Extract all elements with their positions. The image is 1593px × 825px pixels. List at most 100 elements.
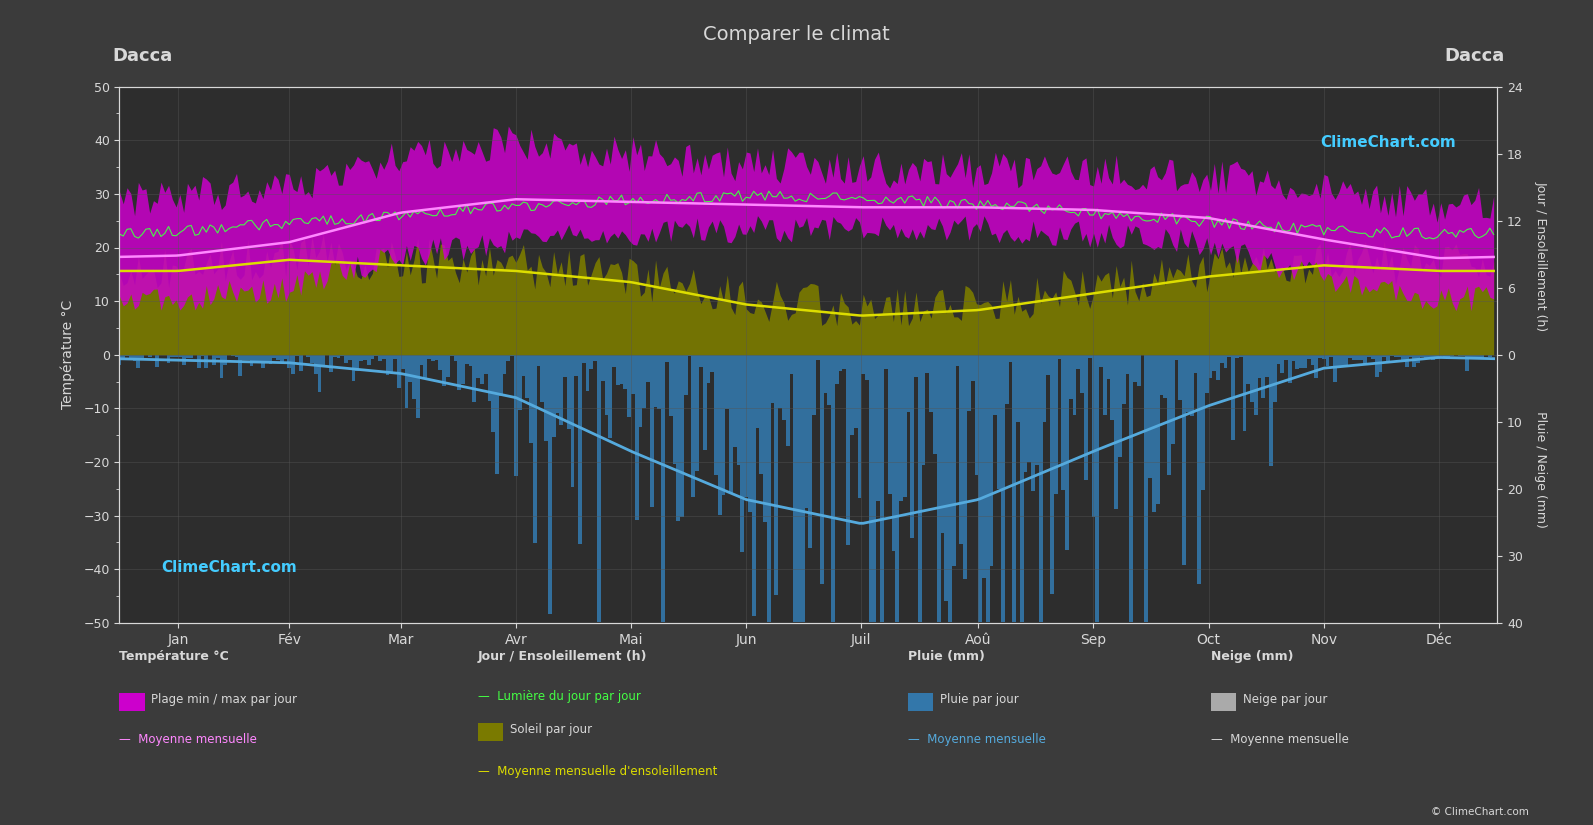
Bar (401, 355, 405, 369)
Bar (1397, 355, 1402, 356)
Text: Pluie (mm): Pluie (mm) (908, 650, 984, 663)
Bar (570, 355, 575, 487)
Bar (540, 355, 545, 402)
Bar (926, 355, 929, 373)
Bar (755, 355, 760, 428)
Bar (567, 355, 570, 429)
Bar (1461, 355, 1466, 356)
Bar (465, 355, 468, 364)
Bar (1204, 355, 1209, 393)
Bar (190, 355, 193, 357)
Bar (1008, 355, 1012, 362)
Bar (699, 355, 703, 367)
Bar (174, 355, 178, 357)
Bar (258, 355, 261, 363)
Bar (989, 355, 994, 566)
Bar (827, 355, 832, 405)
Bar (515, 355, 518, 476)
Bar (677, 355, 680, 521)
Bar (1281, 355, 1284, 373)
Bar (672, 355, 677, 464)
Bar (215, 355, 220, 358)
Text: Plage min / max par jour: Plage min / max par jour (151, 693, 298, 706)
Bar (634, 355, 639, 521)
Bar (479, 355, 484, 384)
Bar (1386, 355, 1389, 361)
Bar (1077, 355, 1080, 370)
Bar (623, 355, 628, 389)
Bar (824, 355, 827, 393)
Bar (1322, 355, 1325, 359)
Bar (714, 355, 718, 475)
Bar (548, 355, 551, 614)
Text: —  Moyenne mensuelle: — Moyenne mensuelle (908, 733, 1047, 746)
Bar (892, 355, 895, 551)
Bar (1050, 355, 1055, 594)
Bar (446, 355, 449, 377)
Bar (857, 355, 862, 498)
Bar (653, 355, 658, 408)
Bar (182, 355, 185, 365)
Bar (605, 355, 609, 415)
Bar (707, 355, 710, 383)
Bar (881, 355, 884, 622)
Bar (1198, 355, 1201, 584)
Bar (126, 355, 129, 356)
Bar (1114, 355, 1118, 509)
Bar (691, 355, 695, 497)
Bar (167, 355, 170, 363)
Bar (1446, 355, 1450, 357)
Bar (140, 355, 143, 357)
Bar (559, 355, 562, 426)
Bar (703, 355, 707, 450)
Bar (975, 355, 978, 475)
Bar (575, 355, 578, 376)
Bar (330, 355, 333, 372)
Bar (903, 355, 906, 497)
Bar (521, 355, 526, 376)
Bar (443, 355, 446, 386)
Bar (851, 355, 854, 435)
Text: Dacca: Dacca (1445, 47, 1504, 65)
Bar (1402, 355, 1405, 360)
Bar (1480, 355, 1485, 358)
Bar (793, 355, 796, 622)
Bar (790, 355, 793, 374)
Bar (1405, 355, 1408, 366)
Text: —  Moyenne mensuelle d'ensoleillement: — Moyenne mensuelle d'ensoleillement (478, 766, 717, 779)
Bar (529, 355, 534, 443)
Text: Neige (mm): Neige (mm) (1211, 650, 1294, 663)
Bar (1099, 355, 1102, 367)
Bar (1091, 355, 1096, 516)
Bar (722, 355, 725, 495)
Bar (1356, 355, 1360, 361)
Bar (1107, 355, 1110, 379)
Bar (876, 355, 881, 501)
Bar (1375, 355, 1378, 377)
Bar (1416, 355, 1419, 363)
Bar (551, 355, 556, 436)
Bar (185, 355, 190, 358)
Bar (922, 355, 926, 465)
Bar (432, 355, 435, 361)
Bar (1292, 355, 1295, 361)
Bar (752, 355, 755, 615)
Bar (1058, 355, 1061, 359)
Bar (586, 355, 589, 391)
Bar (405, 355, 408, 408)
Bar (178, 355, 182, 357)
Bar (1458, 355, 1461, 356)
Bar (1389, 355, 1394, 356)
Bar (1027, 355, 1031, 462)
Bar (503, 355, 507, 374)
Bar (507, 355, 510, 361)
Bar (276, 355, 280, 361)
Bar (468, 355, 473, 365)
Bar (994, 355, 997, 415)
Bar (843, 355, 846, 369)
Bar (918, 355, 922, 622)
Bar (1424, 355, 1427, 358)
Bar (358, 355, 363, 361)
Bar (264, 355, 269, 361)
Bar (1083, 355, 1088, 480)
